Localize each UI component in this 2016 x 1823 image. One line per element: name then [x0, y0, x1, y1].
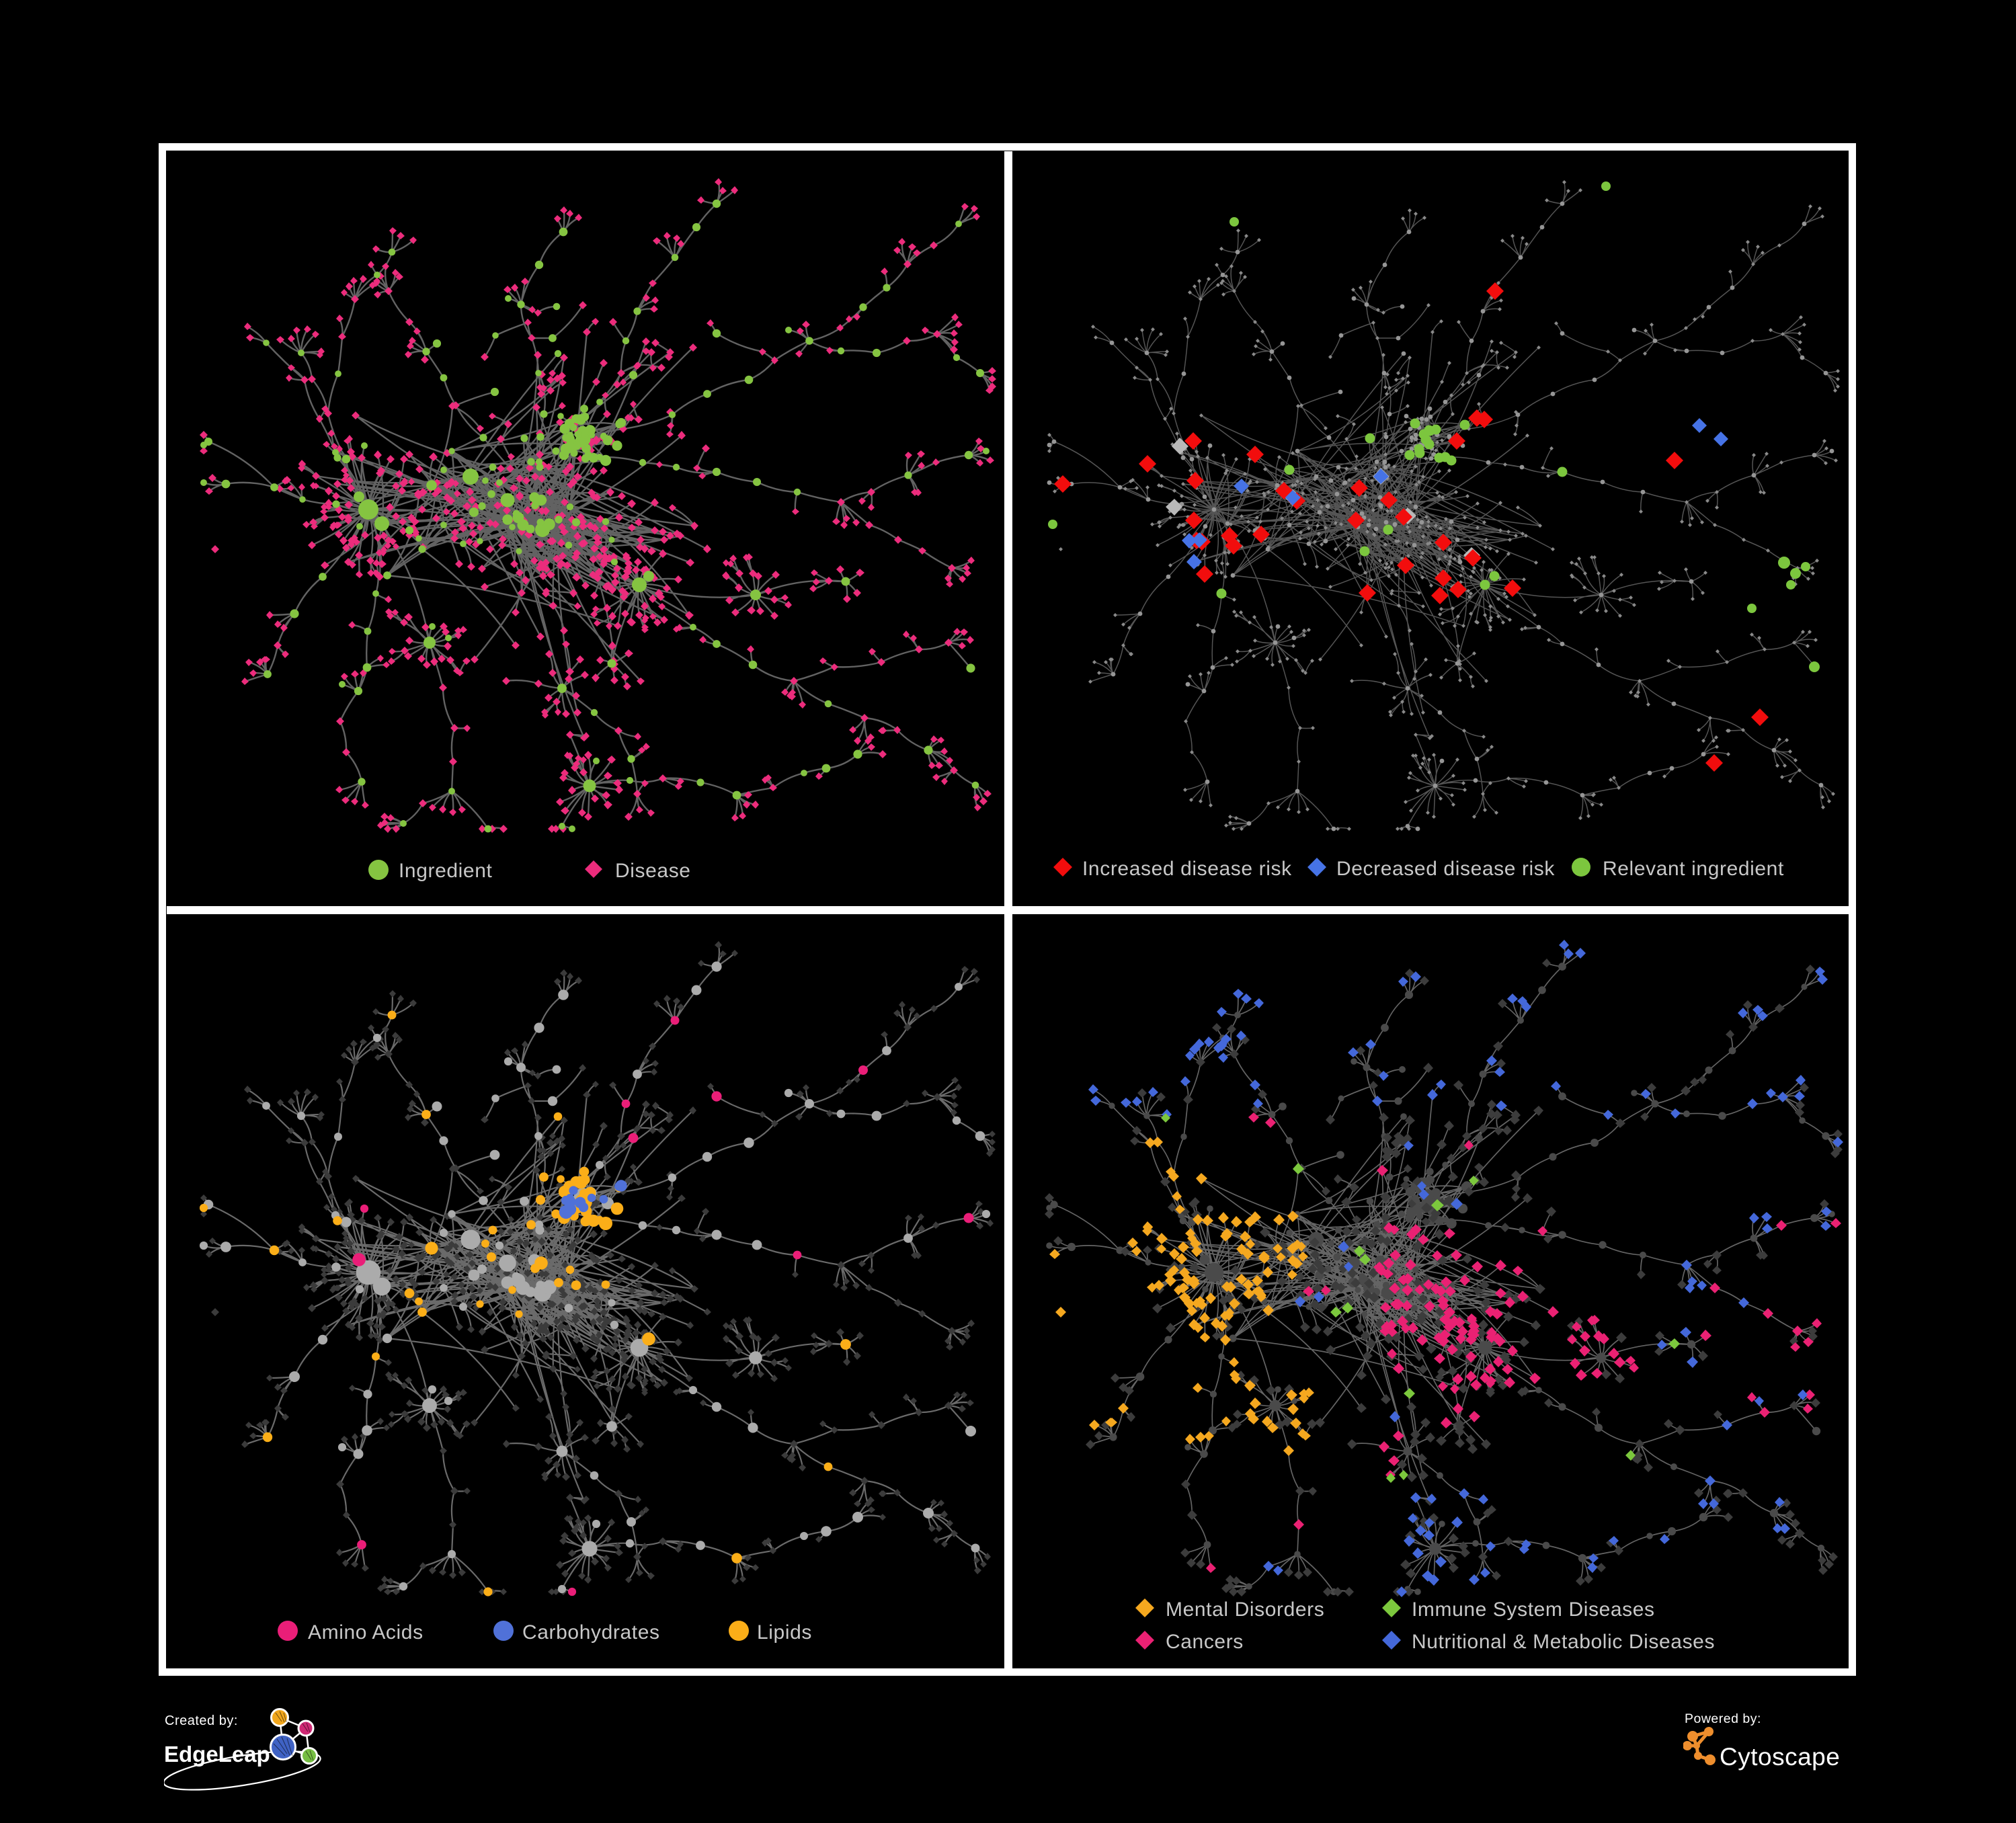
svg-text:Amino Acids: Amino Acids [308, 1621, 424, 1644]
svg-text:Decreased disease risk: Decreased disease risk [1336, 858, 1555, 880]
svg-text:Created by:: Created by: [165, 1713, 238, 1728]
svg-text:Carbohydrates: Carbohydrates [522, 1621, 660, 1644]
svg-text:Ingredient: Ingredient [399, 860, 492, 882]
svg-text:Mental Disorders: Mental Disorders [1166, 1598, 1324, 1621]
svg-text:Increased disease risk: Increased disease risk [1082, 858, 1292, 880]
svg-text:Nutritional & Metabolic Diseas: Nutritional & Metabolic Diseases [1412, 1631, 1715, 1653]
svg-text:Relevant ingredient: Relevant ingredient [1603, 858, 1784, 880]
svg-text:Powered by:: Powered by: [1685, 1711, 1761, 1726]
svg-text:Lipids: Lipids [757, 1621, 812, 1644]
svg-text:Disease: Disease [615, 860, 691, 882]
svg-text:Cytoscape: Cytoscape [1720, 1743, 1840, 1771]
svg-text:Immune System Diseases: Immune System Diseases [1412, 1598, 1655, 1621]
svg-text:Cancers: Cancers [1166, 1631, 1244, 1653]
